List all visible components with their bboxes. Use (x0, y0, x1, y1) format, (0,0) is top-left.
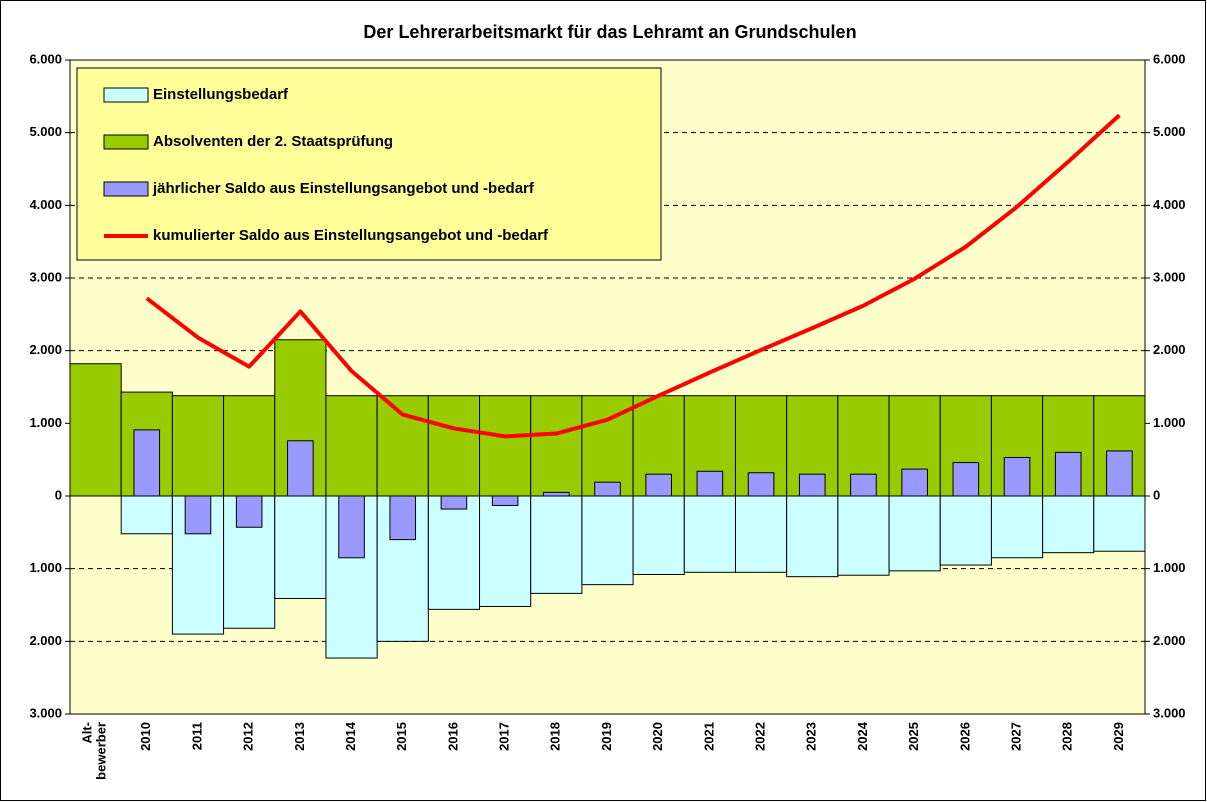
x-tick-label: 2028 (1060, 722, 1075, 751)
bar (837, 395, 890, 497)
bar (376, 395, 429, 497)
y2-tick-label: 5.000 (1153, 124, 1186, 139)
bar (427, 395, 481, 497)
legend-label: kumulierter Saldo aus Einstellungsangebo… (153, 227, 549, 244)
bar (120, 495, 173, 535)
x-tick-label: 2010 (138, 722, 153, 751)
bar (427, 495, 481, 610)
legend (76, 67, 662, 261)
y2-tick-label: 4.000 (1153, 197, 1186, 212)
bar (69, 363, 122, 497)
bar (287, 440, 314, 497)
bar (530, 495, 583, 594)
bar (581, 495, 634, 586)
bar (786, 495, 839, 578)
bar (479, 495, 532, 607)
bar (850, 473, 877, 497)
x-tick-label: Alt-bewerber (80, 722, 109, 780)
y-tick-label: 2.000 (29, 342, 62, 357)
y2-tick-label: 3.000 (1153, 269, 1186, 284)
legend-swatch (103, 181, 149, 197)
x-tick-label: 2023 (804, 722, 819, 751)
bar (901, 468, 928, 497)
bar (389, 495, 417, 541)
y2-tick-label: 6.000 (1153, 51, 1186, 66)
x-tick-label: 2022 (753, 722, 768, 751)
bar (1054, 451, 1082, 497)
legend-label: Einstellungsbedarf (153, 86, 289, 103)
bar (1003, 456, 1031, 497)
chart-title: Der Lehrerarbeitsmarkt für das Lehramt a… (363, 22, 856, 42)
bar (235, 495, 263, 528)
legend-swatch (103, 134, 149, 150)
x-tick-label: 2029 (1111, 722, 1126, 751)
bar (338, 495, 365, 559)
bar (1106, 450, 1133, 497)
x-tick-label: 2020 (650, 722, 665, 751)
bar (683, 495, 736, 573)
x-tick-label: 2021 (701, 722, 716, 751)
legend-label: Absolventen der 2. Staatsprüfung (153, 133, 393, 150)
bar (734, 495, 788, 573)
bar (798, 473, 826, 497)
x-tick-label: 2026 (957, 722, 972, 751)
x-tick-label: 2016 (445, 722, 460, 751)
bar (632, 495, 685, 575)
bar (171, 395, 225, 497)
bar (325, 395, 378, 497)
bar (223, 395, 276, 497)
x-tick-label: 2027 (1008, 722, 1023, 751)
x-tick-label: 2013 (292, 722, 307, 751)
y-tick-label: 6.000 (29, 51, 62, 66)
bar (530, 395, 583, 497)
y-tick-label: 3.000 (29, 705, 62, 720)
x-tick-label: 2011 (189, 722, 204, 750)
y-tick-label: 3.000 (29, 269, 62, 284)
bar (952, 462, 980, 497)
x-tick-label: 2012 (241, 722, 256, 751)
legend-swatch (103, 87, 149, 103)
bar (1093, 495, 1146, 552)
y-tick-label: 4.000 (29, 197, 62, 212)
y-tick-label: 1.000 (29, 415, 62, 430)
x-tick-label: 2014 (343, 721, 358, 751)
x-tick-label: 2019 (599, 722, 614, 751)
bar (696, 470, 724, 497)
y2-tick-label: 1.000 (1153, 560, 1186, 575)
x-tick-label: 2025 (906, 722, 921, 751)
x-tick-label: 2018 (548, 722, 563, 751)
bar (990, 495, 1044, 559)
bar (939, 495, 992, 566)
bar (1042, 495, 1095, 554)
x-tick-label: 2024 (855, 721, 870, 751)
bar (645, 473, 672, 497)
bar (133, 429, 161, 497)
x-tick-label: 2015 (394, 722, 409, 751)
bar (747, 472, 775, 497)
bar (888, 495, 941, 572)
y2-tick-label: 2.000 (1153, 342, 1186, 357)
y2-tick-label: 1.000 (1153, 415, 1186, 430)
y-tick-label: 5.000 (29, 124, 62, 139)
bar (184, 495, 212, 535)
bar (440, 495, 468, 510)
y-tick-label: 2.000 (29, 633, 62, 648)
bar (274, 495, 327, 599)
bar (491, 495, 519, 506)
y-tick-label: 1.000 (29, 560, 62, 575)
bar (479, 395, 532, 497)
y2-tick-label: 3.000 (1153, 705, 1186, 720)
bar (837, 495, 890, 576)
y2-tick-label: 0 (1153, 487, 1160, 502)
y-tick-label: 0 (55, 487, 62, 502)
y2-tick-label: 2.000 (1153, 633, 1186, 648)
bar (543, 491, 570, 497)
bar (594, 481, 621, 497)
line (145, 113, 1121, 439)
legend-label: jährlicher Saldo aus Einstellungsangebot… (152, 180, 535, 197)
x-tick-label: 2017 (497, 722, 512, 751)
